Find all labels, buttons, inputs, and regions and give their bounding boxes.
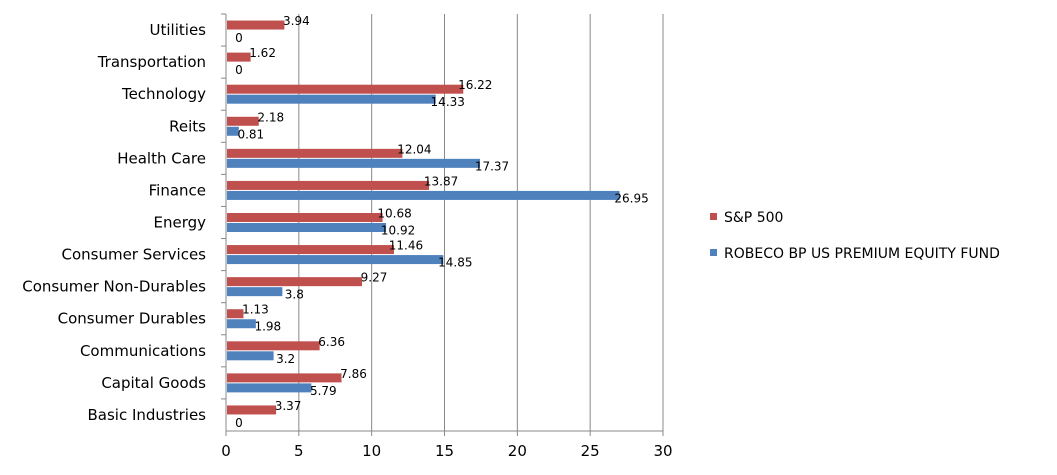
data-labels: 3.37 0 7.865.79 6.36 3.2 1.13 1.98 9.27 3.8 11.46… xyxy=(235,14,649,430)
bar-robeco-bp-us-premium-equity-fund-technology xyxy=(227,94,436,104)
x-tick-label-30: 30 xyxy=(653,442,672,460)
data-label-s-p-500-utilities: 3.94 xyxy=(283,14,310,28)
grid-lines xyxy=(298,14,664,431)
category-label-technology: Technology xyxy=(121,85,206,103)
data-label-robeco-bp-us-premium-equity-fund-technology: 14.33 xyxy=(431,95,465,109)
data-label-s-p-500-reits: 2.18 xyxy=(257,110,284,124)
bar-robeco-bp-us-premium-equity-fund-health-care xyxy=(227,158,481,168)
category-label-consumer-durables: Consumer Durables xyxy=(58,310,207,328)
category-label-consumer-services: Consumer Services xyxy=(61,246,206,264)
x-tick-label-10: 10 xyxy=(362,442,381,460)
category-label-energy: Energy xyxy=(153,214,206,232)
legend-label-robeco-bp-us-premium-equity-fund: ROBECO BP US PREMIUM EQUITY FUND xyxy=(724,246,1000,262)
bar-s-p-500-consumer-durables xyxy=(227,309,244,319)
bar-s-p-500-finance xyxy=(227,180,430,190)
data-label-s-p-500-consumer-durables: 1.13 xyxy=(242,303,269,317)
bar-s-p-500-health-care xyxy=(227,148,403,158)
category-label-reits: Reits xyxy=(169,117,206,135)
bar-s-p-500-energy xyxy=(227,213,383,222)
data-label-robeco-bp-us-premium-equity-fund-basic-industries: 0 xyxy=(235,416,243,430)
bar-robeco-bp-us-premium-equity-fund-consumer-services xyxy=(227,255,444,265)
data-label-s-p-500-health-care: 12.04 xyxy=(397,142,431,156)
bar-s-p-500-communications xyxy=(227,341,320,351)
bar-s-p-500-utilities xyxy=(227,20,285,30)
x-tick-label-15: 15 xyxy=(435,442,454,460)
bar-s-p-500-basic-industries xyxy=(227,405,277,415)
bar-s-p-500-transportation xyxy=(227,52,251,62)
bar-robeco-bp-us-premium-equity-fund-consumer-non-durables xyxy=(227,287,283,297)
bar-robeco-bp-us-premium-equity-fund-capital-goods xyxy=(227,383,312,393)
legend: S&P 500 ROBECO BP US PREMIUM EQUITY FUND xyxy=(710,210,1000,262)
data-label-s-p-500-technology: 16.22 xyxy=(458,78,492,92)
bar-robeco-bp-us-premium-equity-fund-finance xyxy=(227,190,620,200)
data-label-s-p-500-capital-goods: 7.86 xyxy=(340,367,367,381)
category-label-transportation: Transportation xyxy=(97,53,206,71)
legend-swatch-s-p-500 xyxy=(710,213,717,220)
axes: 0 5 10 15 20 25 30 Basic Industries Capital Good… xyxy=(22,13,673,460)
category-label-basic-industries: Basic Industries xyxy=(87,406,206,424)
bar-robeco-bp-us-premium-equity-fund-energy xyxy=(227,223,387,232)
data-label-s-p-500-basic-industries: 3.37 xyxy=(275,399,302,413)
bar-robeco-bp-us-premium-equity-fund-reits xyxy=(227,126,239,136)
data-label-s-p-500-consumer-services: 11.46 xyxy=(389,239,423,253)
data-label-s-p-500-consumer-non-durables: 9.27 xyxy=(361,271,388,285)
data-label-robeco-bp-us-premium-equity-fund-transportation: 0 xyxy=(235,63,243,77)
data-label-robeco-bp-us-premium-equity-fund-consumer-durables: 1.98 xyxy=(254,320,281,334)
bar-robeco-bp-us-premium-equity-fund-communications xyxy=(227,351,274,361)
data-label-robeco-bp-us-premium-equity-fund-utilities: 0 xyxy=(235,31,243,45)
data-label-s-p-500-transportation: 1.62 xyxy=(249,46,276,60)
category-label-communications: Communications xyxy=(80,342,206,360)
category-label-consumer-non-durables: Consumer Non-Durables xyxy=(22,278,206,296)
bar-s-p-500-capital-goods xyxy=(227,373,342,383)
legend-swatch-robeco-bp-us-premium-equity-fund xyxy=(710,249,717,256)
bar-s-p-500-technology xyxy=(227,84,464,94)
category-label-health-care: Health Care xyxy=(117,149,206,167)
bar-s-p-500-reits xyxy=(227,116,259,126)
x-tick-label-5: 5 xyxy=(294,442,304,460)
data-label-robeco-bp-us-premium-equity-fund-health-care: 17.37 xyxy=(475,159,509,173)
data-label-robeco-bp-us-premium-equity-fund-capital-goods: 5.79 xyxy=(310,384,337,398)
data-label-s-p-500-energy: 10.68 xyxy=(377,207,411,221)
data-label-robeco-bp-us-premium-equity-fund-energy: 10.92 xyxy=(381,224,415,238)
category-label-capital-goods: Capital Goods xyxy=(101,374,206,392)
category-label-finance: Finance xyxy=(149,181,206,199)
data-label-robeco-bp-us-premium-equity-fund-reits: 0.81 xyxy=(237,127,264,141)
legend-label-s-p-500: S&P 500 xyxy=(724,210,783,226)
x-tick-label-0: 0 xyxy=(221,442,231,460)
data-label-robeco-bp-us-premium-equity-fund-communications: 3.2 xyxy=(276,352,295,366)
data-label-robeco-bp-us-premium-equity-fund-consumer-non-durables: 3.8 xyxy=(285,288,304,302)
data-label-s-p-500-finance: 13.87 xyxy=(424,174,458,188)
bar-s-p-500-consumer-services xyxy=(227,245,394,255)
bar-robeco-bp-us-premium-equity-fund-consumer-durables xyxy=(227,319,256,329)
data-label-robeco-bp-us-premium-equity-fund-consumer-services: 14.85 xyxy=(438,256,472,270)
bars xyxy=(227,20,620,415)
data-label-robeco-bp-us-premium-equity-fund-finance: 26.95 xyxy=(614,191,648,205)
x-tick-label-25: 25 xyxy=(581,442,600,460)
x-tick-label-20: 20 xyxy=(508,442,527,460)
data-label-s-p-500-communications: 6.36 xyxy=(318,335,345,349)
bar-s-p-500-consumer-non-durables xyxy=(227,277,363,287)
category-label-utilities: Utilities xyxy=(150,21,207,39)
